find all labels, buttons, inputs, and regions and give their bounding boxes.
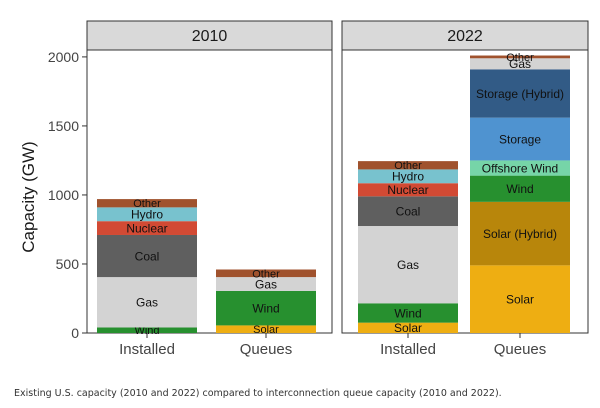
segment-label-wind: Wind — [394, 306, 421, 320]
bar-segment-solar — [470, 265, 570, 333]
segment-label-gas: Gas — [509, 57, 531, 71]
segment-label-solar-hybrid: Solar (Hybrid) — [483, 227, 557, 241]
segment-label-coal: Coal — [135, 249, 160, 263]
bar-segment-coal — [358, 196, 458, 227]
y-tick-label: 1000 — [48, 187, 79, 203]
segment-label-wind: Wind — [134, 325, 159, 337]
figure-caption: Existing U.S. capacity (2010 and 2022) c… — [14, 388, 502, 399]
panel-header — [341, 20, 589, 51]
segment-label-hydro: Hydro — [131, 208, 163, 222]
y-axis: 0 500 1000 1500 2000 — [48, 49, 87, 341]
segment-label-hydro: Hydro — [392, 170, 424, 184]
segment-label-nuclear: Nuclear — [126, 221, 167, 235]
segment-label-wind: Wind — [252, 301, 279, 315]
panel-2022: 2022SolarWindGasCoalNuclearHydroOtherIns… — [341, 20, 589, 358]
bar-2022-queues: Solar Solar (Hybrid) Wind Offshore Wind Stor… — [470, 52, 570, 333]
y-tick-label: 500 — [56, 256, 80, 272]
bar-segment-solar — [358, 322, 458, 333]
x-tick-label: Queues — [240, 341, 293, 358]
x-tick-label: Installed — [380, 341, 436, 358]
bar-segment-wind — [470, 175, 570, 202]
segment-label-storage-hybrid: Storage (Hybrid) — [476, 87, 564, 101]
segment-label-other: Other — [394, 160, 422, 172]
bar-segment-other — [358, 161, 458, 170]
bar-segment-gas — [97, 277, 197, 328]
segment-label-other: Other — [252, 268, 280, 280]
segment-label-offshore-wind: Offshore Wind — [482, 161, 558, 175]
bar-segment-nuclear — [97, 221, 197, 235]
chart-panels: 2010WindGasCoalNuclearHydroOtherInstalle… — [86, 20, 589, 358]
segment-label-coal: Coal — [396, 204, 421, 218]
y-axis-label: Capacity (GW) — [19, 141, 38, 252]
bar-segment-solar-hybrid — [470, 201, 570, 266]
bar-segment-wind — [97, 327, 197, 333]
x-tick-label: Installed — [119, 341, 175, 358]
bar-segment-other — [216, 269, 316, 278]
bar-segment-hydro — [358, 169, 458, 184]
bar-segment-wind — [216, 290, 316, 326]
bar-segment-other — [97, 199, 197, 208]
segment-label-other: Other — [133, 198, 161, 210]
bar-segment-coal — [97, 234, 197, 278]
bar-segment-gas — [358, 226, 458, 304]
panel-title: 2022 — [447, 28, 483, 45]
segment-label-solar: Solar — [394, 321, 422, 335]
x-tick-label: Queues — [494, 341, 547, 358]
bar-segment-gas — [470, 58, 570, 70]
segment-label-gas: Gas — [397, 258, 419, 272]
bar-segment-hydro — [97, 207, 197, 222]
bar-segment-gas — [216, 277, 316, 291]
segment-label-other: Other — [506, 52, 534, 64]
segment-label-solar: Solar — [253, 324, 279, 336]
segment-label-gas: Gas — [255, 277, 277, 291]
y-tick-label: 0 — [71, 325, 79, 341]
bar-segment-storage-hybrid — [470, 69, 570, 118]
segment-label-gas: Gas — [136, 296, 158, 310]
segment-label-solar: Solar — [506, 292, 534, 306]
segment-label-nuclear: Nuclear — [387, 183, 428, 197]
y-tick-label: 1500 — [48, 118, 79, 134]
panel-2010: 2010WindGasCoalNuclearHydroOtherInstalle… — [86, 20, 333, 358]
bar-segment-wind — [358, 303, 458, 323]
bar-segment-nuclear — [358, 183, 458, 197]
bar-segment-offshore-wind — [470, 160, 570, 176]
bar-segment-storage — [470, 117, 570, 161]
segment-label-wind: Wind — [506, 182, 533, 196]
segment-label-storage: Storage — [499, 132, 541, 146]
panel-header — [86, 20, 333, 51]
y-tick-label: 2000 — [48, 49, 79, 65]
bar-segment-solar — [216, 325, 316, 333]
panel-title: 2010 — [192, 28, 228, 45]
bar-segment-other — [470, 55, 570, 59]
